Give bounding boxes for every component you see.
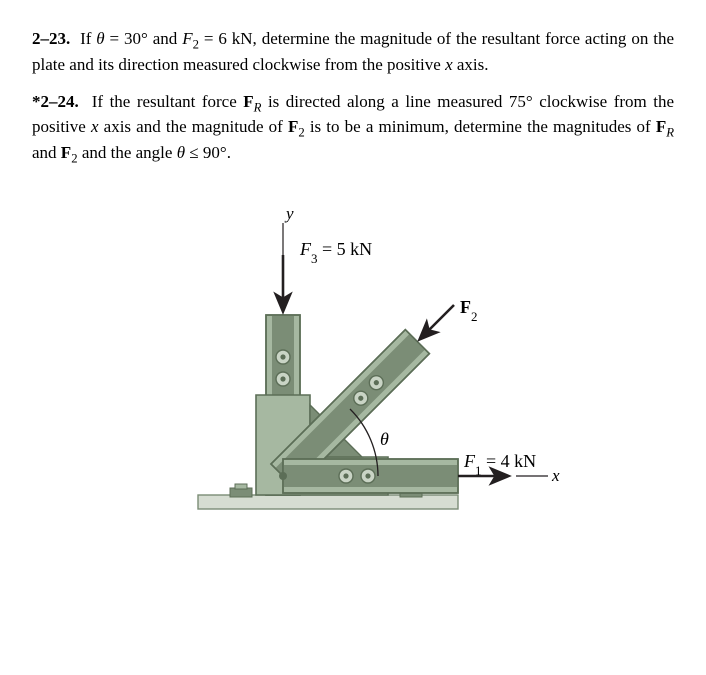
f2-label: F2 <box>460 297 478 324</box>
theta-var: θ <box>96 29 104 48</box>
figure-wrap: θ y F3 = 5 kN F2 F1 = 4 kN x <box>32 195 674 532</box>
y-axis-label: y <box>284 204 294 223</box>
text: ≤ 90°. <box>185 143 231 162</box>
force-f2: F <box>182 29 192 48</box>
force-f2b: F <box>61 143 71 162</box>
f1-label: F1 = 4 kN <box>463 451 536 478</box>
problem-number: *2–24. <box>32 92 79 111</box>
text: and <box>32 143 61 162</box>
x-var: x <box>445 55 453 74</box>
text: = 30° and <box>105 29 183 48</box>
horizontal-arm <box>283 459 458 493</box>
x-axis-label: x <box>551 466 560 485</box>
svg-text:F1 = 4 kN: F1 = 4 kN <box>463 451 536 478</box>
svg-text:F3 = 5 kN: F3 = 5 kN <box>299 239 372 266</box>
problem-number: 2–23. <box>32 29 70 48</box>
force-fr: F <box>243 92 253 111</box>
text: If the resultant force <box>92 92 244 111</box>
force-fr2: F <box>656 117 666 136</box>
theta-var: θ <box>177 143 185 162</box>
anchor-left <box>230 484 252 497</box>
problem-2-24: *2–24. If the resultant force FR is dire… <box>32 91 674 168</box>
problem-2-23: 2–23. If θ = 30° and F2 = 6 kN, determin… <box>32 28 674 77</box>
text: If <box>80 29 96 48</box>
theta-label: θ <box>380 429 389 449</box>
f2-arrow <box>420 305 454 339</box>
text: is to be a minimum, determine the magnit… <box>305 117 656 136</box>
pivot <box>279 472 287 480</box>
force-fr2-sub: R <box>666 126 674 140</box>
text: and the angle <box>78 143 177 162</box>
text: axis and the magnitude of <box>99 117 288 136</box>
svg-text:F2: F2 <box>460 297 478 324</box>
f3-label: F3 = 5 kN <box>299 239 372 266</box>
force-f2: F <box>288 117 298 136</box>
x-var: x <box>91 117 99 136</box>
text: axis. <box>453 55 489 74</box>
figure-svg: θ y F3 = 5 kN F2 F1 = 4 kN x <box>138 195 568 525</box>
